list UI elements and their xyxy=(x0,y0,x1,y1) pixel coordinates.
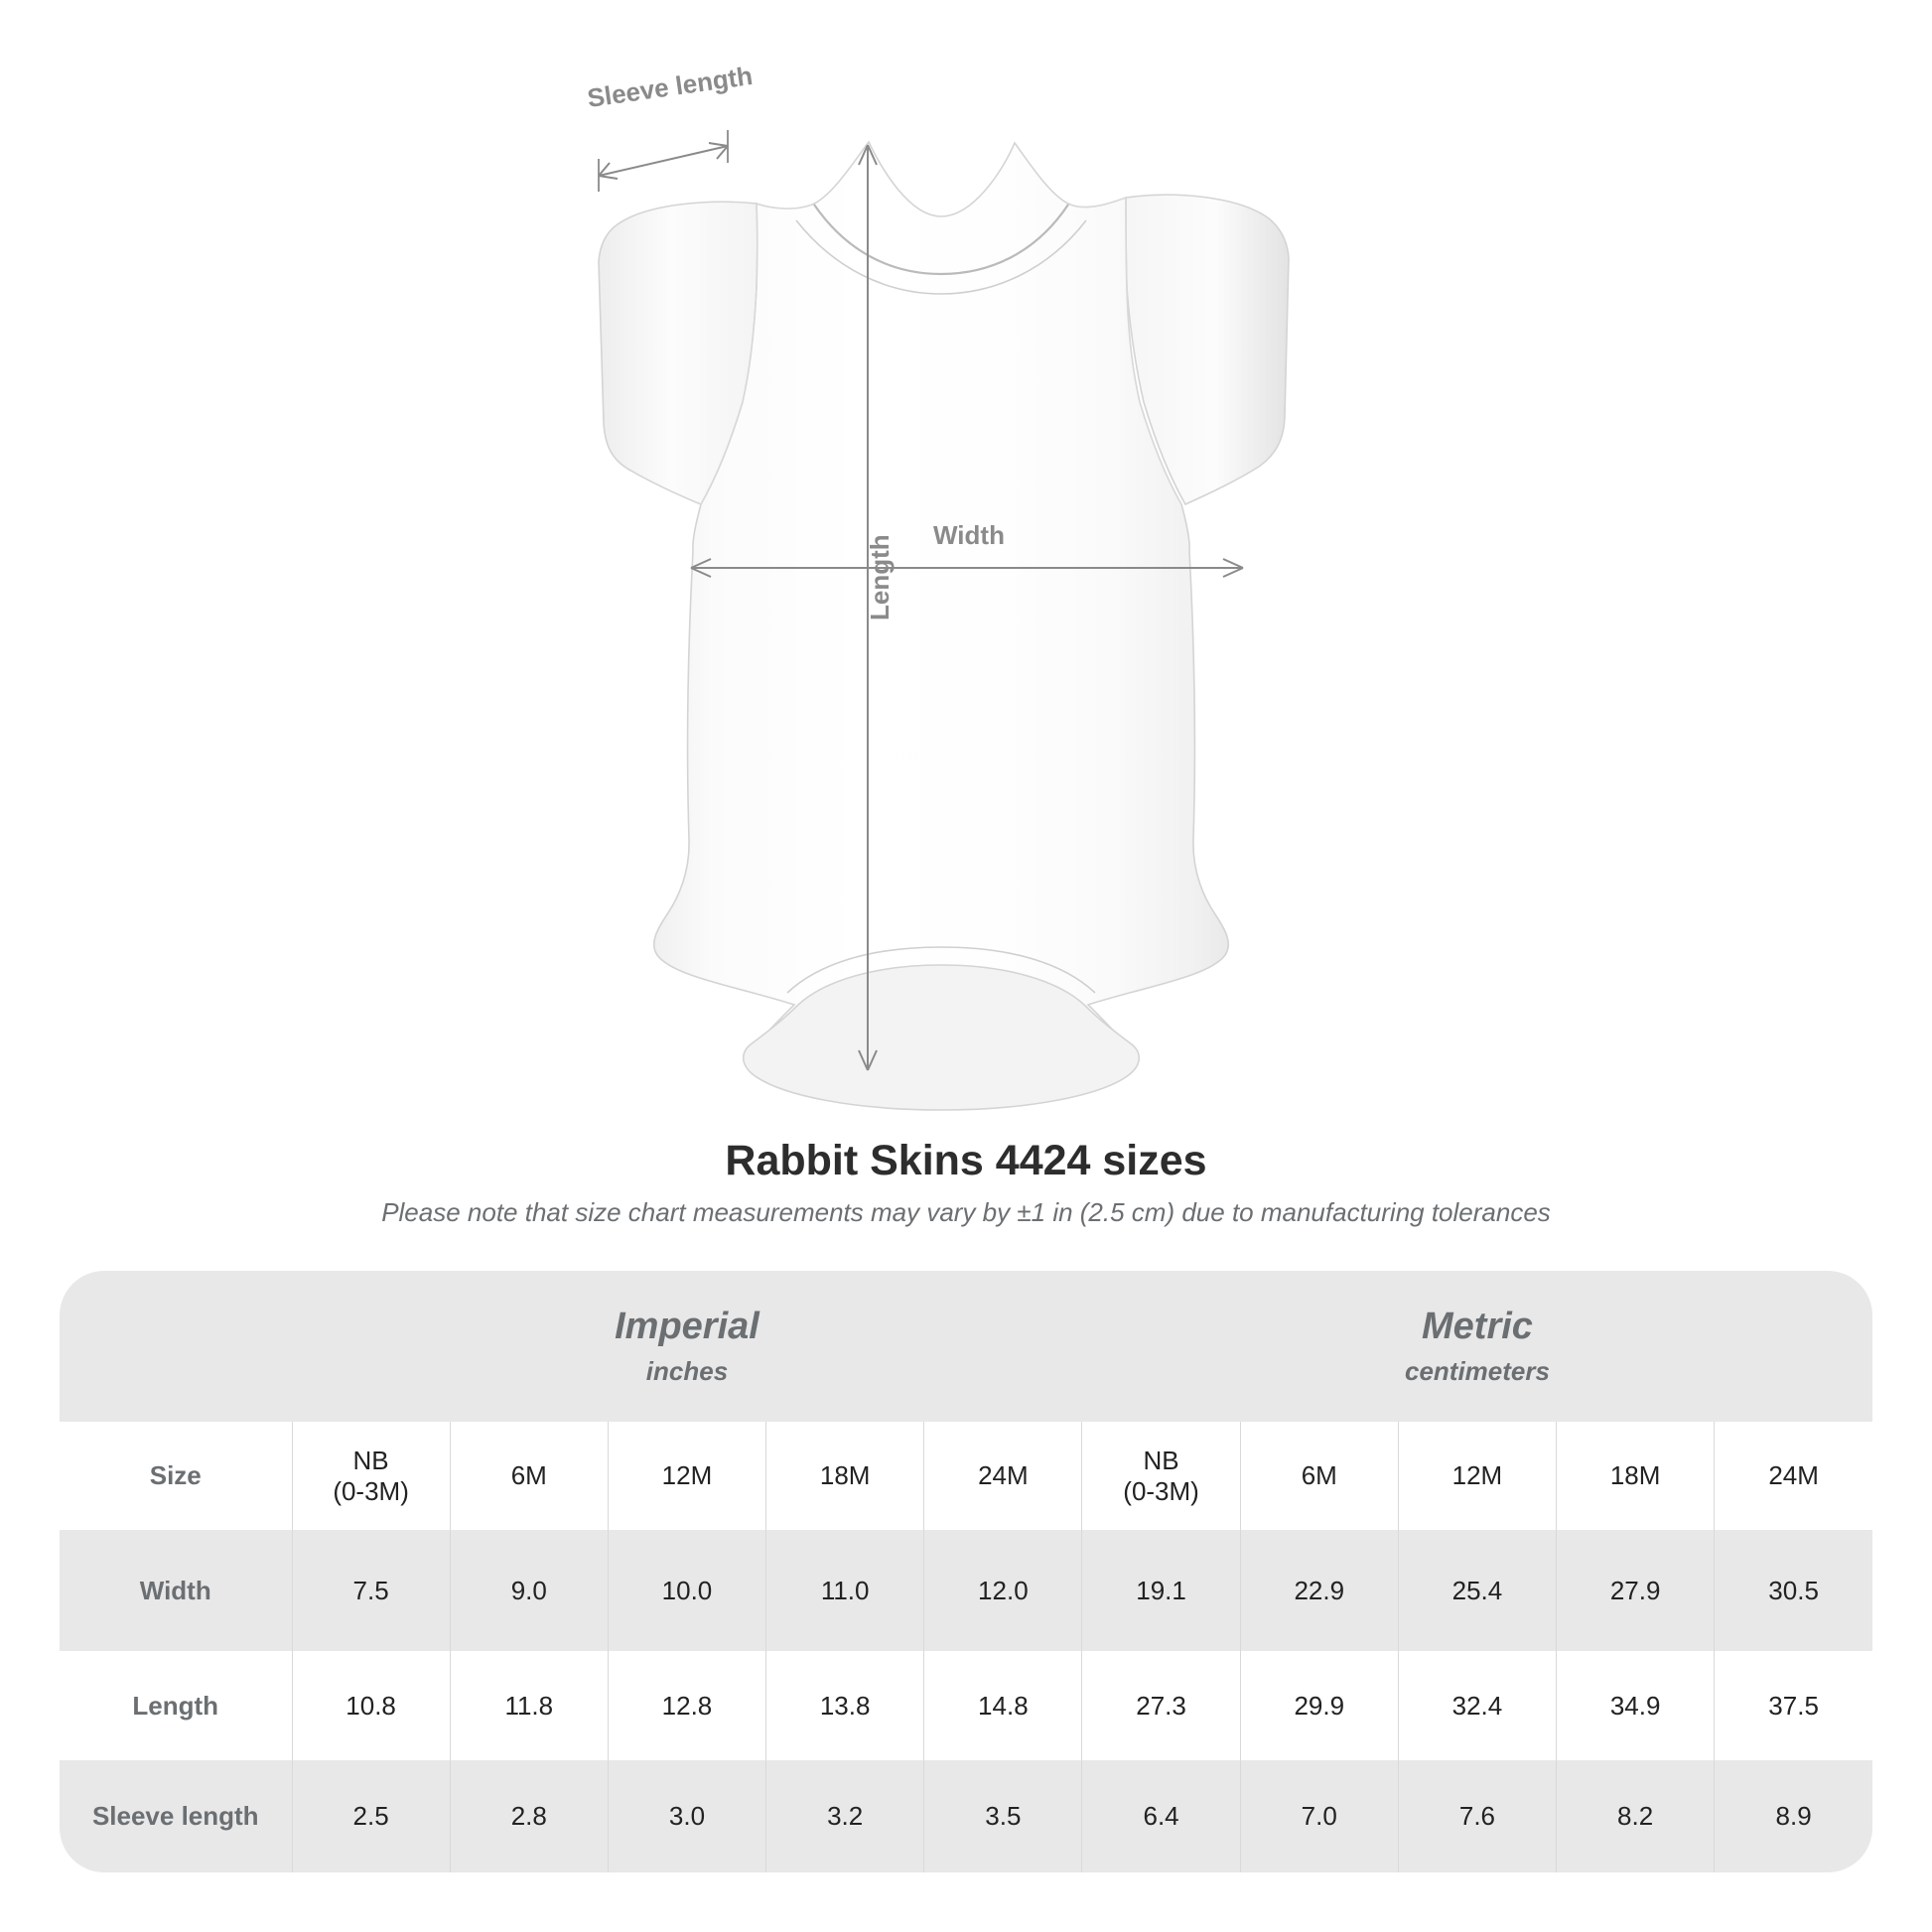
svg-text:Sleeve length: Sleeve length xyxy=(586,61,755,113)
svg-text:Length: Length xyxy=(865,534,895,621)
svg-text:Width: Width xyxy=(933,520,1005,550)
